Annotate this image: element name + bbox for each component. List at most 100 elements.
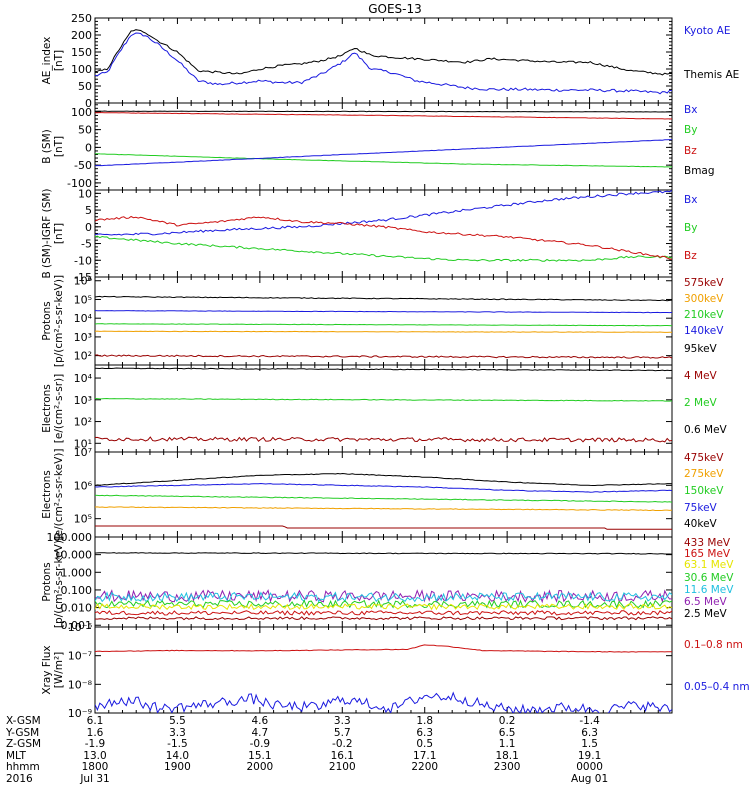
y-tick-label: 10¹: [74, 437, 92, 450]
y-tick-label: 10⁵: [74, 513, 92, 526]
series-line-2-5-mev: [95, 552, 672, 555]
y-tick-label: 10⁴: [74, 372, 93, 385]
x-tick-value: 19.1: [578, 750, 601, 762]
legend-entry: Kyoto AE: [684, 25, 730, 37]
panel-1: 0 50 100 150 200 250 AE_index [nT] Kyoto AE Themi…: [41, 12, 739, 110]
x-tick-value: 14.0: [166, 750, 189, 762]
x-row-label: Y-GSM: [5, 727, 39, 739]
x-tick-value: -1.9: [85, 738, 106, 750]
series-line-2-mev: [95, 397, 672, 402]
y-axis-label: Protons: [41, 562, 53, 601]
y-axis-label: B (SM)-IGRF (SM): [41, 188, 53, 278]
y-axis-label: [p/(cm²-s-sr-keV)]: [53, 275, 65, 367]
legend-entry: 11.6 MeV: [684, 584, 734, 596]
x-tick-value: 6.3: [581, 727, 598, 739]
y-tick-label: 200: [71, 29, 92, 42]
legend-entry: 6.5 MeV: [684, 596, 728, 608]
x-tick-value: -0.2: [332, 738, 353, 750]
legend-entry: 275keV: [684, 468, 724, 480]
series-line-475kev: [95, 525, 672, 530]
y-tick-label: 5: [85, 204, 92, 217]
y-tick-label: 10²: [74, 416, 92, 429]
y-axis-label: [nT]: [53, 223, 65, 244]
y-axis-label: Protons: [41, 301, 53, 340]
legend-entry: 2.5 MeV: [684, 608, 728, 620]
legend-entry: 95keV: [684, 343, 718, 355]
y-tick-label: 10⁻⁶: [68, 621, 93, 634]
legend-entry: 150keV: [684, 485, 724, 497]
x-tick-value: 18.1: [495, 750, 518, 762]
y-tick-label: 100: [71, 63, 92, 76]
series-line-0-6-mev: [95, 367, 672, 372]
legend-entry: 433 MeV: [684, 537, 731, 549]
x-tick-value: -0.9: [250, 738, 271, 750]
series-line-433-mev: [95, 616, 672, 621]
y-axis-label: AE_index: [41, 37, 53, 85]
x-tick-value: 16.1: [331, 750, 354, 762]
y-tick-label: 10: [78, 187, 92, 200]
x-tick-value: 2200: [411, 761, 438, 773]
y-tick-label: 10⁻⁷: [68, 650, 92, 663]
legend-entry: 4 MeV: [684, 370, 718, 382]
legend-entry: 0.1–0.8 nm: [684, 639, 743, 651]
y-axis-label: Xray Flux: [41, 645, 53, 694]
x-tick-value: 6.5: [499, 727, 516, 739]
x-row-label: 2016: [6, 773, 33, 785]
y-tick-label: 10⁷: [74, 446, 92, 459]
x-tick-value: 1800: [82, 761, 109, 773]
series-line-kyoto-ae: [95, 32, 672, 95]
y-tick-label: 150: [71, 46, 92, 59]
y-tick-label: 10⁶: [74, 479, 93, 492]
x-tick-value: 5.7: [334, 727, 351, 739]
legend-entry: 140keV: [684, 325, 724, 337]
series-line-11-6-mev: [95, 591, 672, 603]
y-tick-label: 0: [85, 97, 92, 110]
series-line-300kev: [95, 330, 672, 333]
series-line-bx: [95, 190, 672, 236]
legend-entry: 575keV: [684, 277, 724, 289]
x-tick-value: Aug 01: [571, 773, 608, 785]
legend-entry: 165 MeV: [684, 548, 731, 560]
y-axis-label: [W/m²]: [53, 652, 65, 689]
x-tick-value: 6.3: [416, 727, 433, 739]
y-tick-label: -50: [74, 159, 92, 172]
y-axis-label: [e/(cm²-s-sr)]: [53, 374, 65, 443]
y-axis-label: [e/(cm²-s-sr-keV)]: [53, 449, 65, 541]
y-tick-label: 0.001: [61, 619, 93, 632]
legend-entry: 30.6 MeV: [684, 572, 734, 584]
x-tick-value: 5.5: [169, 715, 186, 727]
x-tick-value: 4.6: [252, 715, 269, 727]
series-line-140kev: [95, 310, 672, 314]
x-tick-value: 1.8: [416, 715, 433, 727]
y-tick-label: -15: [74, 271, 92, 284]
y-tick-label: -5: [81, 238, 92, 251]
y-tick-label: 50: [78, 80, 92, 93]
x-tick-value: 2000: [246, 761, 273, 773]
legend-entry: Bz: [684, 145, 697, 157]
x-tick-value: 17.1: [413, 750, 436, 762]
y-axis-label: Electrons: [41, 384, 53, 433]
x-tick-value: 3.3: [334, 715, 351, 727]
y-axis-label: [nT]: [53, 136, 65, 157]
panel-7: 0.001 0.010 0.100 1.000 10.000 100.000 Protons…: [41, 531, 734, 632]
y-axis-label: B (SM): [41, 129, 53, 163]
panel-frame: [94, 189, 673, 278]
y-tick-label: 10⁵: [74, 293, 92, 306]
x-tick-value: 2100: [329, 761, 356, 773]
panel-frame: [94, 451, 673, 538]
series-line-by: [95, 235, 672, 262]
y-tick-label: 100.000: [47, 531, 93, 544]
series-line-bmag: [95, 110, 672, 113]
x-tick-value: 6.1: [87, 715, 104, 727]
y-tick-label: -10: [74, 254, 92, 267]
legend-entry: 0.6 MeV: [684, 424, 728, 436]
x-tick-value: 1.1: [499, 738, 516, 750]
y-tick-label: 0: [85, 141, 92, 154]
legend-entry: 300keV: [684, 293, 724, 305]
x-tick-value: 0000: [576, 761, 603, 773]
series-line-by: [95, 153, 672, 168]
series-line-40kev: [95, 472, 672, 487]
x-tick-value: -1.5: [167, 738, 188, 750]
y-axis-label: Electrons: [41, 470, 53, 519]
